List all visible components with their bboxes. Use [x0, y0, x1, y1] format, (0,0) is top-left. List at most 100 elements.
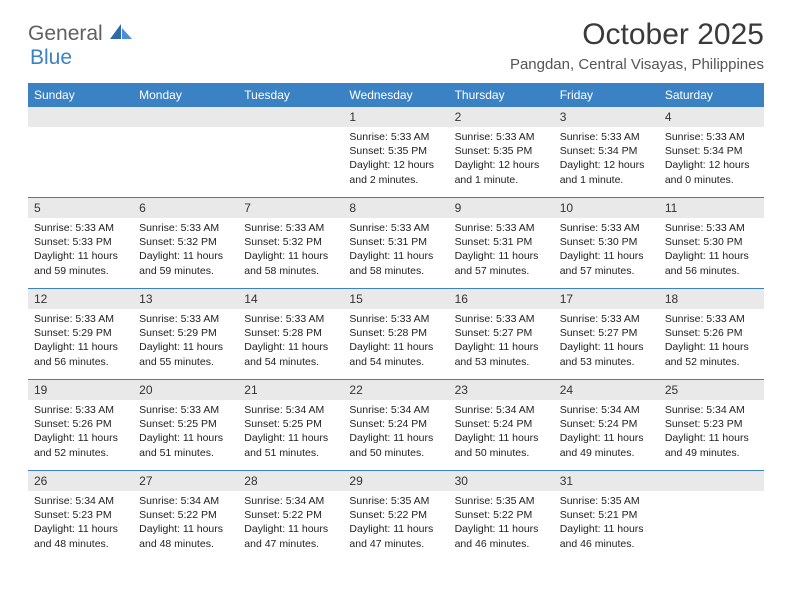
dow-sunday: Sunday: [28, 83, 133, 107]
sunset-line: Sunset: 5:21 PM: [560, 508, 653, 522]
day-number: 9: [449, 198, 554, 218]
sunrise-line: Sunrise: 5:33 AM: [560, 221, 653, 235]
daylight-line: Daylight: 12 hours and 2 minutes.: [349, 158, 442, 186]
daylight-line: Daylight: 11 hours and 49 minutes.: [560, 431, 653, 459]
day-details: Sunrise: 5:33 AMSunset: 5:31 PMDaylight:…: [343, 218, 448, 284]
day-details: Sunrise: 5:33 AMSunset: 5:26 PMDaylight:…: [28, 400, 133, 466]
daylight-line: Daylight: 11 hours and 47 minutes.: [349, 522, 442, 550]
calendar-cell: [659, 471, 764, 561]
dow-tuesday: Tuesday: [238, 83, 343, 107]
calendar-cell: 20Sunrise: 5:33 AMSunset: 5:25 PMDayligh…: [133, 380, 238, 471]
sunset-line: Sunset: 5:31 PM: [349, 235, 442, 249]
sunrise-line: Sunrise: 5:33 AM: [244, 312, 337, 326]
calendar-cell: 4Sunrise: 5:33 AMSunset: 5:34 PMDaylight…: [659, 107, 764, 198]
day-number: 5: [28, 198, 133, 218]
dow-friday: Friday: [554, 83, 659, 107]
day-details: Sunrise: 5:33 AMSunset: 5:30 PMDaylight:…: [554, 218, 659, 284]
daylight-line: Daylight: 12 hours and 0 minutes.: [665, 158, 758, 186]
sunset-line: Sunset: 5:27 PM: [455, 326, 548, 340]
sunrise-line: Sunrise: 5:33 AM: [139, 403, 232, 417]
daylight-line: Daylight: 11 hours and 47 minutes.: [244, 522, 337, 550]
calendar-cell: 18Sunrise: 5:33 AMSunset: 5:26 PMDayligh…: [659, 289, 764, 380]
calendar-cell: 17Sunrise: 5:33 AMSunset: 5:27 PMDayligh…: [554, 289, 659, 380]
day-details: Sunrise: 5:33 AMSunset: 5:32 PMDaylight:…: [133, 218, 238, 284]
day-details: Sunrise: 5:33 AMSunset: 5:28 PMDaylight:…: [343, 309, 448, 375]
day-details: Sunrise: 5:34 AMSunset: 5:23 PMDaylight:…: [28, 491, 133, 557]
day-number: 7: [238, 198, 343, 218]
calendar-cell: 31Sunrise: 5:35 AMSunset: 5:21 PMDayligh…: [554, 471, 659, 561]
day-details: Sunrise: 5:33 AMSunset: 5:29 PMDaylight:…: [133, 309, 238, 375]
sunrise-line: Sunrise: 5:33 AM: [349, 130, 442, 144]
day-details: Sunrise: 5:34 AMSunset: 5:24 PMDaylight:…: [554, 400, 659, 466]
calendar-cell: 15Sunrise: 5:33 AMSunset: 5:28 PMDayligh…: [343, 289, 448, 380]
calendar-week-row: 19Sunrise: 5:33 AMSunset: 5:26 PMDayligh…: [28, 380, 764, 471]
calendar-cell: 21Sunrise: 5:34 AMSunset: 5:25 PMDayligh…: [238, 380, 343, 471]
sunset-line: Sunset: 5:22 PM: [349, 508, 442, 522]
day-details: Sunrise: 5:35 AMSunset: 5:22 PMDaylight:…: [449, 491, 554, 557]
sunrise-line: Sunrise: 5:34 AM: [139, 494, 232, 508]
calendar-cell: [133, 107, 238, 198]
day-number: 28: [238, 471, 343, 491]
daylight-line: Daylight: 11 hours and 50 minutes.: [349, 431, 442, 459]
day-details: Sunrise: 5:35 AMSunset: 5:21 PMDaylight:…: [554, 491, 659, 557]
dow-wednesday: Wednesday: [343, 83, 448, 107]
daylight-line: Daylight: 12 hours and 1 minute.: [560, 158, 653, 186]
calendar-cell: 24Sunrise: 5:34 AMSunset: 5:24 PMDayligh…: [554, 380, 659, 471]
daylight-line: Daylight: 11 hours and 48 minutes.: [34, 522, 127, 550]
day-number: 22: [343, 380, 448, 400]
daylight-line: Daylight: 11 hours and 59 minutes.: [34, 249, 127, 277]
calendar-week-row: 26Sunrise: 5:34 AMSunset: 5:23 PMDayligh…: [28, 471, 764, 561]
day-details: Sunrise: 5:33 AMSunset: 5:27 PMDaylight:…: [449, 309, 554, 375]
day-number: 18: [659, 289, 764, 309]
calendar-week-row: 5Sunrise: 5:33 AMSunset: 5:33 PMDaylight…: [28, 198, 764, 289]
day-details: Sunrise: 5:33 AMSunset: 5:25 PMDaylight:…: [133, 400, 238, 466]
header-row: General Blue October 2025 Pangdan, Centr…: [28, 18, 764, 73]
daylight-line: Daylight: 11 hours and 55 minutes.: [139, 340, 232, 368]
sunrise-line: Sunrise: 5:33 AM: [34, 312, 127, 326]
calendar-cell: [28, 107, 133, 198]
day-details: Sunrise: 5:34 AMSunset: 5:22 PMDaylight:…: [238, 491, 343, 557]
daylight-line: Daylight: 11 hours and 50 minutes.: [455, 431, 548, 459]
day-number: 17: [554, 289, 659, 309]
calendar-cell: 10Sunrise: 5:33 AMSunset: 5:30 PMDayligh…: [554, 198, 659, 289]
day-number: 10: [554, 198, 659, 218]
day-number-empty: [28, 107, 133, 127]
calendar-cell: 14Sunrise: 5:33 AMSunset: 5:28 PMDayligh…: [238, 289, 343, 380]
day-number: 26: [28, 471, 133, 491]
daylight-line: Daylight: 11 hours and 54 minutes.: [244, 340, 337, 368]
calendar-cell: 13Sunrise: 5:33 AMSunset: 5:29 PMDayligh…: [133, 289, 238, 380]
calendar-cell: 19Sunrise: 5:33 AMSunset: 5:26 PMDayligh…: [28, 380, 133, 471]
day-details: Sunrise: 5:33 AMSunset: 5:34 PMDaylight:…: [659, 127, 764, 193]
daylight-line: Daylight: 11 hours and 57 minutes.: [560, 249, 653, 277]
daylight-line: Daylight: 11 hours and 56 minutes.: [665, 249, 758, 277]
day-details: Sunrise: 5:33 AMSunset: 5:34 PMDaylight:…: [554, 127, 659, 193]
sunrise-line: Sunrise: 5:33 AM: [455, 130, 548, 144]
calendar-cell: 11Sunrise: 5:33 AMSunset: 5:30 PMDayligh…: [659, 198, 764, 289]
day-number: 14: [238, 289, 343, 309]
daylight-line: Daylight: 11 hours and 53 minutes.: [455, 340, 548, 368]
sunset-line: Sunset: 5:24 PM: [560, 417, 653, 431]
sunset-line: Sunset: 5:25 PM: [244, 417, 337, 431]
daylight-line: Daylight: 11 hours and 53 minutes.: [560, 340, 653, 368]
dow-thursday: Thursday: [449, 83, 554, 107]
day-details: Sunrise: 5:34 AMSunset: 5:23 PMDaylight:…: [659, 400, 764, 466]
day-number-empty: [659, 471, 764, 491]
day-number: 21: [238, 380, 343, 400]
calendar-cell: 3Sunrise: 5:33 AMSunset: 5:34 PMDaylight…: [554, 107, 659, 198]
sunset-line: Sunset: 5:32 PM: [139, 235, 232, 249]
location-text: Pangdan, Central Visayas, Philippines: [510, 56, 764, 73]
sunset-line: Sunset: 5:22 PM: [455, 508, 548, 522]
day-details: Sunrise: 5:33 AMSunset: 5:35 PMDaylight:…: [449, 127, 554, 193]
day-details: Sunrise: 5:33 AMSunset: 5:33 PMDaylight:…: [28, 218, 133, 284]
sunset-line: Sunset: 5:24 PM: [455, 417, 548, 431]
sunrise-line: Sunrise: 5:35 AM: [560, 494, 653, 508]
logo-text: General Blue: [28, 22, 132, 70]
title-block: October 2025 Pangdan, Central Visayas, P…: [510, 18, 764, 73]
day-number-empty: [133, 107, 238, 127]
month-title: October 2025: [510, 18, 764, 52]
sunrise-line: Sunrise: 5:34 AM: [665, 403, 758, 417]
day-details: Sunrise: 5:33 AMSunset: 5:29 PMDaylight:…: [28, 309, 133, 375]
day-number: 25: [659, 380, 764, 400]
calendar-cell: 22Sunrise: 5:34 AMSunset: 5:24 PMDayligh…: [343, 380, 448, 471]
daylight-line: Daylight: 11 hours and 46 minutes.: [455, 522, 548, 550]
